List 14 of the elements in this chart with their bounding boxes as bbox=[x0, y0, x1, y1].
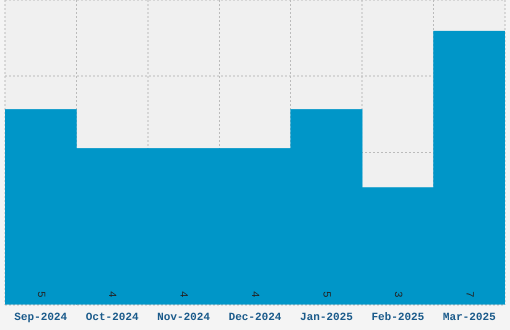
data-label: 5 bbox=[34, 290, 46, 298]
data-label: 4 bbox=[248, 290, 260, 298]
data-label: 3 bbox=[390, 290, 403, 298]
data-label: 7 bbox=[462, 290, 474, 298]
x-tick-label: Mar-2025 bbox=[442, 312, 496, 324]
x-tick-label: Dec-2024 bbox=[228, 312, 282, 324]
data-label: 5 bbox=[320, 290, 332, 298]
x-tick-label: Nov-2024 bbox=[157, 312, 210, 324]
data-label: 4 bbox=[105, 290, 118, 298]
x-tick-label: Feb-2025 bbox=[371, 312, 425, 324]
x-tick-label: Jan-2025 bbox=[300, 312, 354, 324]
data-label: 4 bbox=[176, 290, 189, 298]
x-tick-label: Sep-2024 bbox=[14, 312, 68, 324]
x-tick-label: Oct-2024 bbox=[86, 312, 139, 324]
